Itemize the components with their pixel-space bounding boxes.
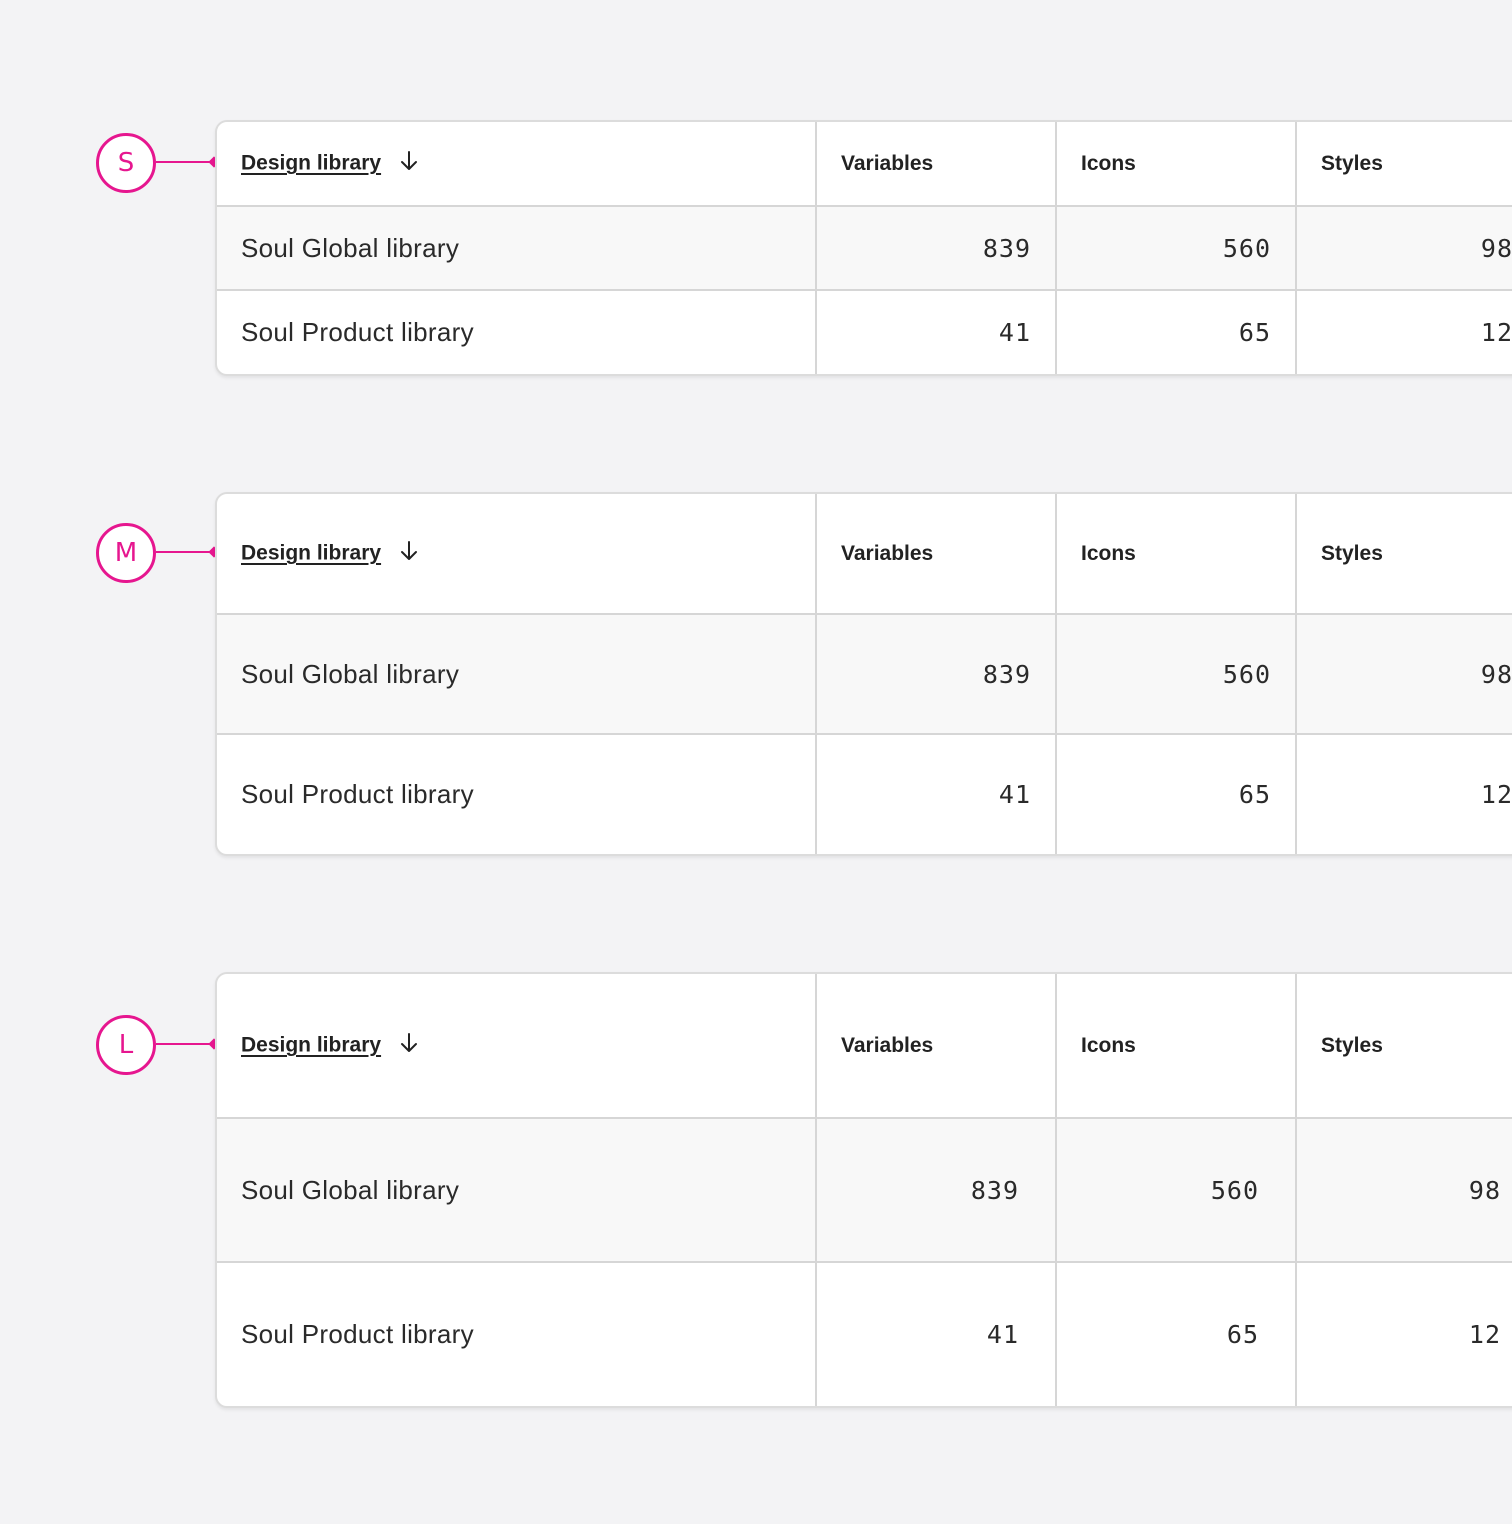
data-table: Design library Variables Icons Styles So…: [215, 492, 1512, 856]
table-header-row: Design library Variables Icons Styles: [217, 122, 1512, 207]
arrow-down-icon[interactable]: [399, 150, 419, 178]
cell-library-name: Soul Product library: [217, 1262, 817, 1406]
table-row[interactable]: Soul Global library 839 560 98: [217, 614, 1512, 735]
column-header-design-library[interactable]: Design library: [217, 974, 817, 1119]
cell-styles: 98: [1296, 206, 1512, 291]
cell-icons: 65: [1056, 1262, 1297, 1406]
annotation-connector: [156, 551, 214, 553]
cell-variables: 41: [816, 734, 1057, 854]
table-row[interactable]: Soul Product library 41 65 12: [217, 290, 1512, 374]
column-header-styles[interactable]: Styles: [1296, 494, 1512, 615]
column-header-variables[interactable]: Variables: [816, 494, 1057, 615]
cell-styles: 98: [1296, 614, 1512, 735]
size-badge-large: L: [96, 1015, 156, 1075]
cell-library-name: Soul Global library: [217, 1118, 817, 1263]
table-header-row: Design library Variables Icons Styles: [217, 494, 1512, 615]
column-header-styles[interactable]: Styles: [1296, 122, 1512, 207]
table-row[interactable]: Soul Global library 839 560 98: [217, 206, 1512, 291]
cell-styles: 12: [1480, 318, 1512, 347]
sort-column-label[interactable]: Design library: [241, 151, 382, 175]
sort-column-label[interactable]: Design library: [241, 1033, 382, 1057]
column-header-variables[interactable]: Variables: [816, 974, 1057, 1119]
column-header-design-library[interactable]: Design library: [217, 494, 817, 615]
cell-library-name: Soul Product library: [217, 734, 817, 854]
table-header-row: Design library Variables Icons Styles: [217, 974, 1512, 1119]
column-header-styles[interactable]: Styles: [1296, 974, 1512, 1119]
cell-library-name: Soul Global library: [217, 206, 817, 291]
cell-styles: 12: [1468, 1320, 1501, 1349]
size-badge-medium: M: [96, 523, 156, 583]
column-header-design-library[interactable]: Design library: [217, 122, 817, 207]
cell-variables: 839: [816, 614, 1057, 735]
annotation-connector: [156, 161, 214, 163]
column-header-icons[interactable]: Icons: [1056, 122, 1297, 207]
arrow-down-icon[interactable]: [399, 540, 419, 568]
table-row[interactable]: Soul Global library 839 560 98: [217, 1118, 1512, 1263]
cell-icons: 65: [1056, 290, 1297, 374]
cell-library-name: Soul Product library: [217, 290, 817, 374]
cell-variables: 839: [816, 1118, 1057, 1263]
arrow-down-icon[interactable]: [399, 1032, 419, 1060]
cell-icons: 560: [1056, 206, 1297, 291]
column-header-icons[interactable]: Icons: [1056, 494, 1297, 615]
table-row[interactable]: Soul Product library 41 65 12: [217, 734, 1512, 854]
cell-icons: 560: [1056, 614, 1297, 735]
size-badge-small: S: [96, 133, 156, 193]
sort-column-label[interactable]: Design library: [241, 541, 382, 565]
cell-styles: 98: [1296, 1118, 1512, 1263]
cell-icons: 560: [1056, 1118, 1297, 1263]
cell-variables: 839: [816, 206, 1057, 291]
cell-icons: 65: [1056, 734, 1297, 854]
column-header-variables[interactable]: Variables: [816, 122, 1057, 207]
data-table: Design library Variables Icons Styles So…: [215, 120, 1512, 376]
cell-variables: 41: [816, 1262, 1057, 1406]
column-header-icons[interactable]: Icons: [1056, 974, 1297, 1119]
cell-library-name: Soul Global library: [217, 614, 817, 735]
table-row[interactable]: Soul Product library 41 65 12: [217, 1262, 1512, 1406]
cell-styles: 12: [1480, 780, 1512, 809]
cell-variables: 41: [816, 290, 1057, 374]
data-table: Design library Variables Icons Styles So…: [215, 972, 1512, 1408]
annotation-connector: [156, 1043, 214, 1045]
